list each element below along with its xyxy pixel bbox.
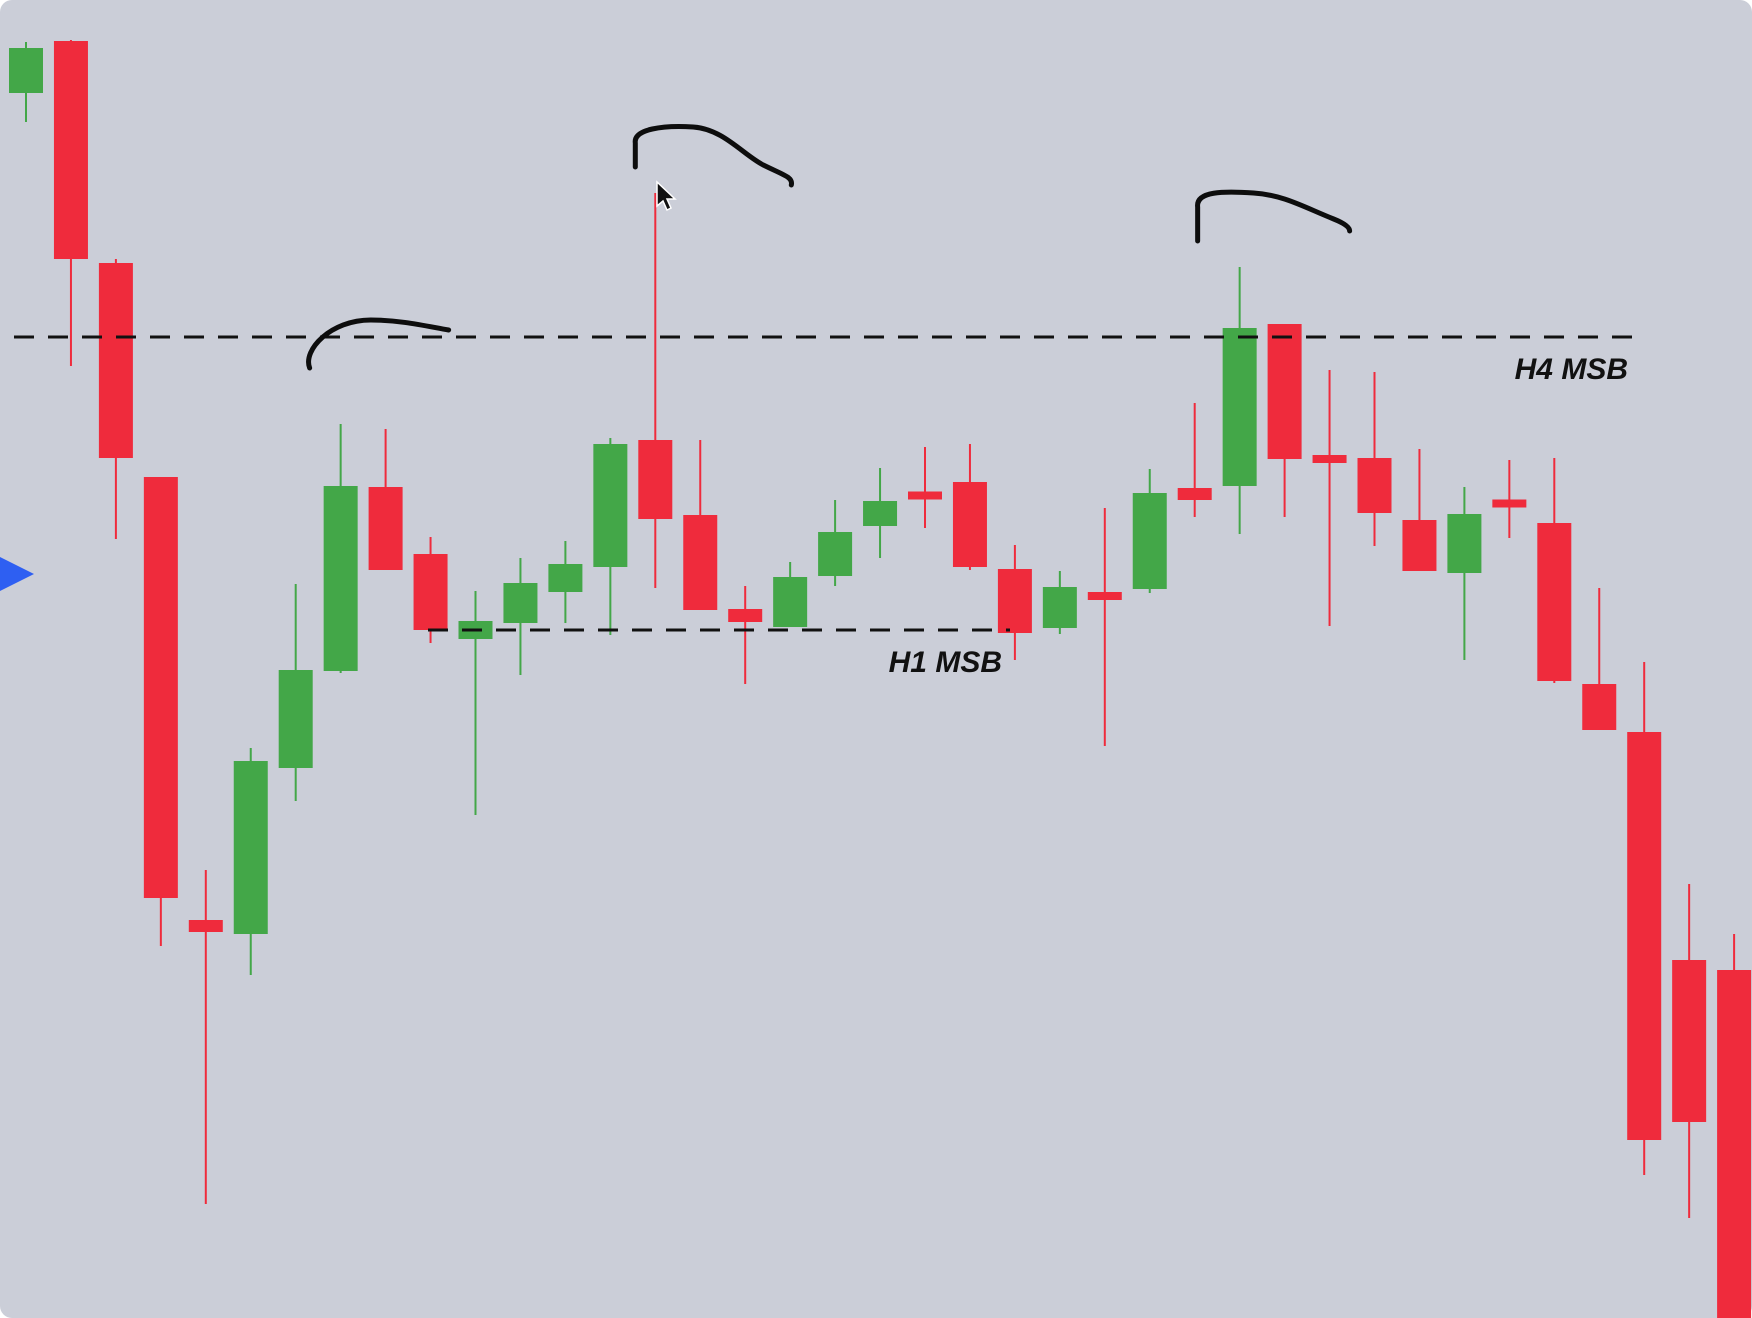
candle-body — [188, 920, 223, 932]
msb-level-label: H4 MSB — [1515, 353, 1628, 386]
candle-body — [1447, 514, 1482, 573]
candle-bullish — [773, 562, 808, 627]
candle-body — [548, 564, 583, 592]
candle-bullish — [9, 42, 43, 122]
candle-bullish — [548, 541, 583, 623]
candle-body — [863, 501, 898, 526]
candle-bearish — [413, 537, 448, 643]
candle-bearish — [143, 477, 178, 946]
candle-body — [593, 444, 628, 567]
candle-body — [143, 477, 178, 898]
candle-bearish — [53, 40, 88, 366]
candle-bearish — [908, 447, 942, 528]
candle-bearish — [1177, 403, 1212, 517]
msb-level-label: H1 MSB — [889, 646, 1002, 679]
candle-bearish — [1312, 370, 1347, 626]
candle-body — [997, 569, 1032, 633]
candle-bearish — [728, 586, 763, 684]
candle-body — [1582, 684, 1617, 730]
candle-bullish — [818, 500, 853, 586]
candle-body — [1132, 493, 1167, 589]
candle-bearish — [1672, 884, 1707, 1218]
candle-body — [1672, 960, 1707, 1122]
candle-bearish — [1402, 449, 1437, 571]
candle-body — [1627, 732, 1662, 1140]
candle-bullish — [1222, 267, 1257, 534]
candle-body — [233, 761, 268, 934]
candle-body — [1492, 499, 1527, 508]
candle-bearish — [98, 259, 133, 539]
candle-bearish — [638, 193, 673, 588]
candle-bullish — [1042, 571, 1077, 634]
candle-body — [638, 440, 673, 519]
candle-bearish — [368, 429, 403, 570]
candle-bearish — [1537, 458, 1572, 683]
mouse-cursor-icon — [656, 180, 677, 212]
candle-body — [503, 583, 538, 623]
candle-body — [818, 532, 853, 576]
candle-body — [278, 670, 313, 768]
candle-bullish — [593, 438, 628, 635]
annotations-layer — [306, 124, 1353, 371]
candle-bullish — [1132, 469, 1167, 593]
candle-body — [1312, 455, 1347, 463]
candle-bearish — [1717, 934, 1752, 1318]
candle-bullish — [323, 424, 358, 673]
candle-body — [1537, 523, 1572, 681]
candle-bearish — [997, 545, 1032, 660]
candles-layer — [9, 40, 1752, 1318]
candle-body — [1402, 520, 1437, 571]
candle-body — [413, 554, 448, 630]
candle-bearish — [952, 444, 987, 570]
candle-body — [98, 263, 133, 458]
candle-body — [908, 491, 942, 500]
candle-bearish — [1357, 372, 1392, 546]
candle-body — [1222, 328, 1257, 486]
candle-body — [1267, 324, 1302, 459]
candle-body — [323, 486, 358, 671]
candle-body — [368, 487, 403, 570]
candle-body — [683, 515, 718, 610]
candle-bearish — [1087, 508, 1122, 746]
candle-bullish — [1447, 487, 1482, 660]
candle-bullish — [278, 584, 313, 801]
candle-body — [1717, 970, 1752, 1318]
candle-bearish — [1492, 460, 1527, 538]
candle-bearish — [1267, 324, 1302, 517]
candle-bearish — [1582, 588, 1617, 730]
candle-bearish — [1627, 662, 1662, 1175]
swing-high-annotation — [632, 124, 794, 188]
candle-body — [728, 609, 763, 622]
candle-body — [1087, 592, 1122, 600]
candle-bullish — [863, 468, 898, 558]
swing-high-annotation — [306, 317, 452, 371]
candle-bullish — [503, 558, 538, 675]
candle-bearish — [188, 870, 223, 1204]
candle-body — [773, 577, 808, 627]
candle-body — [1357, 458, 1392, 513]
candle-body — [9, 48, 43, 93]
candle-body — [1042, 587, 1077, 628]
current-price-marker-icon — [0, 557, 34, 591]
candle-body — [1177, 488, 1212, 500]
levels-layer: H4 MSB H1 MSB — [14, 335, 1642, 679]
candle-bearish — [683, 440, 718, 610]
candle-body — [53, 41, 88, 259]
candle-body — [952, 482, 987, 567]
swing-high-annotation — [1195, 189, 1353, 244]
candle-bullish — [233, 748, 268, 975]
